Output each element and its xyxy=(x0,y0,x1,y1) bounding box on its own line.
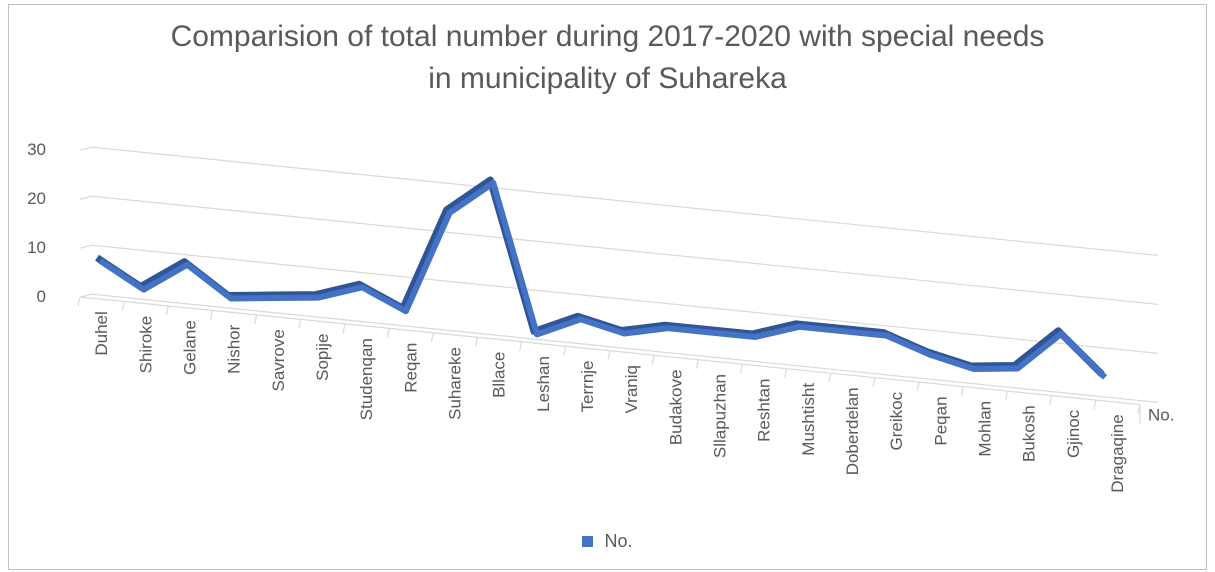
x-category-label: Vraniq xyxy=(622,365,641,414)
x-category-label: Terrnje xyxy=(578,360,597,412)
x-axis-tick xyxy=(695,359,699,369)
x-axis-tick xyxy=(1004,390,1009,401)
x-category-label: Greikoc xyxy=(887,391,906,450)
x-category-label: Shiroke xyxy=(136,316,155,374)
x-axis-tick xyxy=(209,310,214,320)
x-category-label: Sopije xyxy=(313,334,332,381)
x-axis-tick xyxy=(77,296,81,307)
x-axis-tick xyxy=(651,355,655,365)
x-category-label: Leshan xyxy=(534,356,553,412)
y-axis-ticks: 0 10 20 30 xyxy=(27,140,46,306)
x-axis-tick xyxy=(386,328,390,338)
chart-frame xyxy=(8,4,1207,570)
legend-label: No. xyxy=(604,530,633,551)
x-axis-tick xyxy=(563,346,567,356)
x-category-label: Studenqan xyxy=(357,338,376,420)
x-category-label: Bukosh xyxy=(1020,405,1039,462)
x-axis-tick xyxy=(872,377,876,387)
x-category-label: Suhareke xyxy=(445,347,464,420)
legend: No. xyxy=(0,530,1215,552)
x-axis-tick xyxy=(519,341,523,351)
gridline-10 xyxy=(91,244,1159,354)
chart-title-line-1: Comparision of total number during 2017-… xyxy=(170,20,1045,53)
x-axis-categories: Duhel Shiroke Gelane Nishor Savrove Sopije Stu… xyxy=(92,311,1127,493)
depth-axis: No. xyxy=(1139,404,1174,425)
gridline-30 xyxy=(91,146,1159,256)
x-category-label: Sllapuzhan xyxy=(710,374,729,458)
x-category-label: Bllace xyxy=(490,352,509,398)
gridlines xyxy=(77,146,1159,414)
y-tick-label: 10 xyxy=(27,238,46,257)
x-axis-tick xyxy=(960,386,964,396)
gridline-0 xyxy=(91,293,1159,403)
x-category-label: Mushtisht xyxy=(799,383,818,456)
x-category-label: Nishor xyxy=(225,324,244,373)
x-axis-tick xyxy=(474,337,479,347)
gridline-tick-10 xyxy=(79,244,93,249)
x-category-label: Dragaqine xyxy=(1108,414,1127,492)
x-axis-tick xyxy=(121,301,125,311)
y-tick-label: 20 xyxy=(27,189,46,208)
x-axis-tick xyxy=(916,382,920,392)
y-tick-label: 0 xyxy=(37,287,46,306)
x-category-label: Mohlan xyxy=(975,401,994,457)
x-axis-tick xyxy=(784,368,788,378)
legend-swatch xyxy=(582,535,594,547)
gridline-tick-20 xyxy=(79,195,93,200)
x-axis-tick xyxy=(739,364,744,374)
gridline-20 xyxy=(91,195,1159,305)
x-axis-tick xyxy=(607,350,611,360)
chart-title: Comparision of total number during 2017-… xyxy=(0,16,1215,100)
x-axis-tick xyxy=(430,332,434,342)
x-axis-tick xyxy=(298,319,302,329)
x-category-label: Savrove xyxy=(269,329,288,391)
x-category-label: Budakove xyxy=(666,370,685,446)
x-axis-tick xyxy=(165,305,169,316)
x-category-label: Gelane xyxy=(180,320,199,375)
x-axis-tick xyxy=(254,314,258,325)
x-category-label: Peqan xyxy=(931,396,950,445)
y-tick-label: 30 xyxy=(27,140,46,159)
x-axis-tick xyxy=(1093,399,1097,410)
depth-axis-label: No. xyxy=(1148,406,1174,425)
chart-title-line-2: in municipality of Suhareka xyxy=(428,62,787,95)
x-axis-tick xyxy=(828,373,832,383)
series-line-front xyxy=(98,180,1108,380)
x-category-label: Duhel xyxy=(92,311,111,355)
x-axis-tick xyxy=(342,323,346,333)
x-category-label: Reshtan xyxy=(755,379,774,442)
x-category-label: Gjinoc xyxy=(1064,409,1083,458)
x-category-label: Reqan xyxy=(401,343,420,393)
gridline-tick-30 xyxy=(79,146,93,151)
x-category-label: Doberdelan xyxy=(843,387,862,475)
series-line xyxy=(95,176,1108,380)
x-axis-tick xyxy=(1049,395,1053,405)
